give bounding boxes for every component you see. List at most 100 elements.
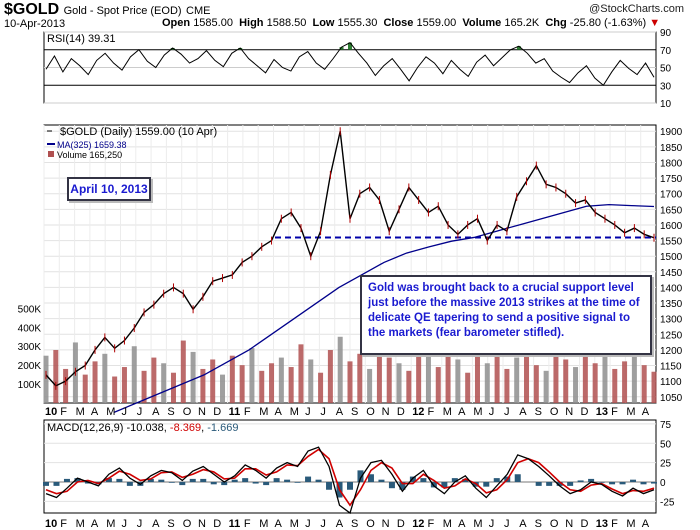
volume-bar — [318, 372, 324, 403]
volume-bars — [43, 336, 657, 403]
x-tick-label: J — [305, 518, 311, 530]
x-tick-label: A — [91, 406, 99, 418]
volume-bar — [504, 368, 510, 403]
macd-histogram-bar — [273, 478, 280, 482]
watermark: @StockCharts.com — [589, 3, 684, 15]
x-tick-label: J — [122, 406, 128, 418]
macd-tick-label: 25 — [660, 459, 672, 470]
volume-bar — [327, 350, 333, 403]
macd-tick-label: 50 — [660, 439, 672, 450]
macd-histogram-bar — [388, 482, 395, 489]
volume-bar — [53, 350, 59, 403]
x-tick-label: S — [351, 518, 358, 530]
price-plot — [45, 127, 656, 413]
rsi-overbought-fill — [516, 46, 521, 50]
x-axis-top: 10 F M A M J J A S O N D 11 F M A M J J A S O N D 12 F M A M J J A S O N D 1… — [45, 406, 650, 418]
volume-bar — [278, 357, 284, 403]
x-tick-label: A — [642, 406, 650, 418]
macd-histogram-bar — [409, 476, 416, 482]
price-panel: 1050 1100 1150 1200 1250 1300 1350 1400 1450 1500… — [18, 124, 683, 413]
x-tick-label: M — [290, 518, 299, 530]
price-title: $GOLD (Daily) 1559.00 (10 Apr) — [60, 126, 217, 138]
volume-bar — [190, 351, 196, 403]
x-tick-label: A — [642, 518, 650, 530]
price-tick-label: 1100 — [660, 377, 682, 388]
x-tick-label: 11 — [229, 406, 241, 418]
x-tick-label: 10 — [45, 518, 57, 530]
x-tick-label: A — [336, 518, 344, 530]
x-tick-label: M — [76, 518, 85, 530]
volume-bar — [582, 350, 588, 403]
volume-legend-swatch — [48, 151, 54, 157]
volume-bar — [386, 357, 392, 403]
macd-histogram-bar — [640, 482, 647, 485]
price-tick-label: 1150 — [660, 362, 682, 373]
volume-bar — [288, 367, 294, 403]
x-tick-label: 11 — [229, 518, 241, 530]
volume-bar — [220, 374, 226, 403]
rsi-tick-label: 50 — [660, 64, 672, 75]
ma-legend-value: 1659.38 — [94, 140, 127, 150]
x-tick-label: S — [535, 406, 542, 418]
x-tick-label: A — [152, 518, 160, 530]
x-tick-label: F — [60, 518, 67, 530]
x-tick-label: N — [382, 406, 390, 418]
x-tick-label: A — [275, 406, 283, 418]
volume-bar — [180, 340, 186, 403]
volume-tick-label: 400K — [18, 323, 42, 334]
macd-histogram-bar — [284, 479, 291, 482]
quote-date: 10-Apr-2013 — [4, 18, 66, 30]
macd-histogram-bar — [305, 476, 312, 482]
macd-comma-2: , — [201, 422, 207, 434]
rsi-panel: 10 30 50 70 90 RSI(14) 39.31 — [43, 28, 672, 110]
volume-bar — [269, 363, 275, 403]
x-tick-label: S — [167, 518, 174, 530]
macd-histogram-bar — [483, 482, 490, 487]
volume-bar — [239, 365, 245, 403]
volume-bar — [347, 361, 353, 403]
x-tick-label: A — [91, 518, 99, 530]
x-tick-label: F — [428, 406, 435, 418]
volume-bar — [465, 372, 471, 403]
macd-histogram-bar — [263, 482, 270, 486]
macd-histogram-bar — [609, 482, 616, 485]
x-tick-label: S — [535, 518, 542, 530]
macd-tick-label: -25 — [660, 497, 675, 508]
price-tick-label: 1200 — [660, 346, 683, 357]
volume-bar — [425, 355, 431, 403]
volume-bar — [641, 365, 647, 403]
open-value: 1585.00 — [193, 17, 233, 29]
x-tick-label: M — [259, 518, 268, 530]
volume-bar — [553, 353, 559, 403]
x-tick-label: O — [550, 406, 559, 418]
volume-bar — [210, 359, 216, 403]
x-tick-label: F — [244, 406, 251, 418]
x-tick-label: F — [244, 518, 251, 530]
macd-histogram-bar — [441, 482, 448, 488]
volume-bar — [612, 368, 618, 403]
volume-tick-label: 100K — [18, 380, 42, 391]
volume-bar — [43, 355, 49, 403]
volume-bar — [573, 367, 579, 403]
x-tick-label: M — [626, 406, 635, 418]
high-label: High — [239, 17, 264, 29]
volume-bar — [396, 363, 402, 403]
volume-bar — [82, 374, 88, 403]
macd-histogram-bar — [577, 480, 584, 482]
x-tick-label: A — [519, 518, 527, 530]
x-tick-label: J — [320, 518, 326, 530]
volume-tick-label: 500K — [18, 304, 42, 315]
x-tick-label: F — [611, 518, 618, 530]
volume-bar — [494, 355, 500, 403]
volume-label: Volume — [462, 17, 502, 29]
volume-tick-label: 200K — [18, 361, 42, 372]
rsi-tick-label: 30 — [660, 81, 672, 92]
macd-histogram-bar — [168, 482, 175, 483]
high-value: 1588.50 — [266, 17, 307, 29]
macd-histogram-bar — [252, 482, 259, 484]
macd-histogram-bar — [430, 482, 437, 488]
x-tick-label: J — [504, 518, 510, 530]
volume-bar — [631, 351, 637, 403]
low-value: 1555.30 — [337, 17, 378, 29]
volume-bar — [367, 368, 373, 403]
